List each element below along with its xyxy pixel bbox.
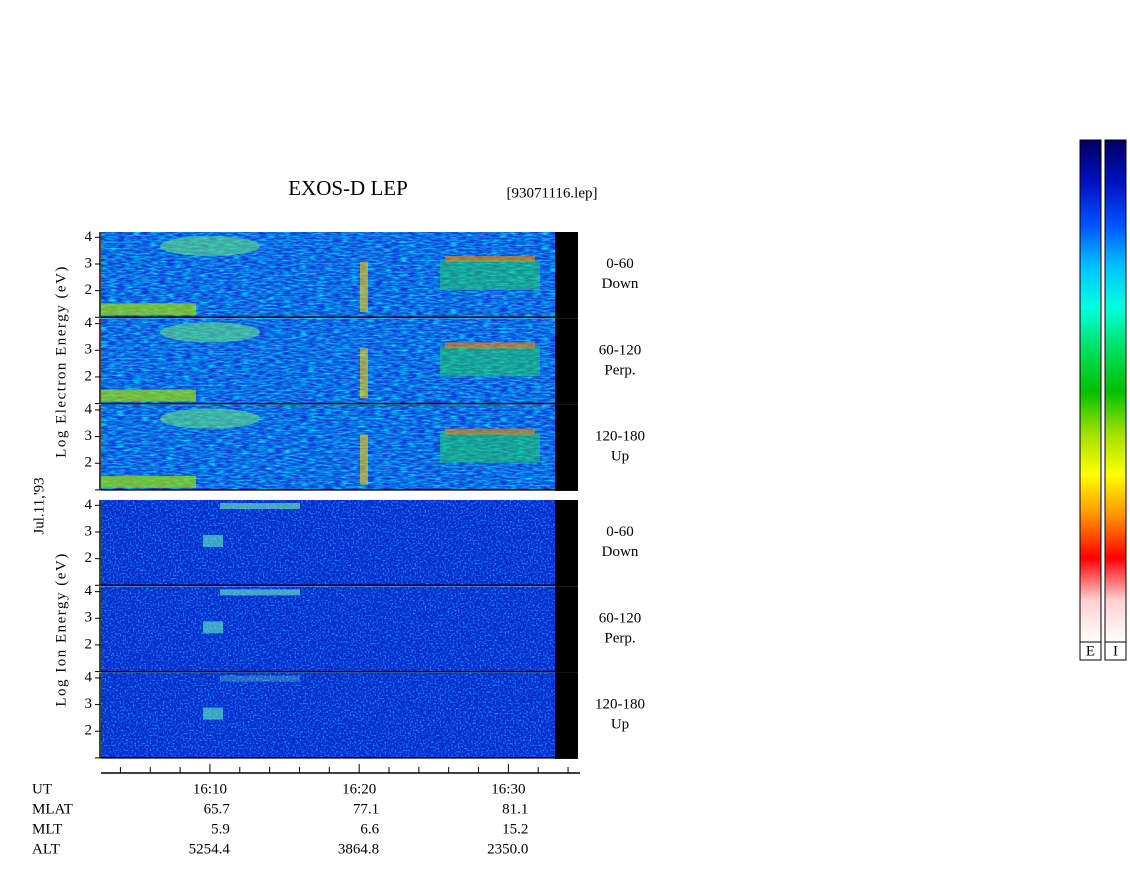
spectrogram-feature <box>160 322 260 343</box>
direction-label: Perp. <box>604 362 635 378</box>
direction-label: Up <box>611 449 629 465</box>
spectrogram-feature <box>101 475 196 488</box>
spectrogram-feature <box>220 675 300 682</box>
ephemeris-value: 65.7 <box>204 801 231 817</box>
spectrogram-texture <box>101 672 555 758</box>
spectrogram-feature <box>445 256 535 262</box>
y-tick-label: 4 <box>85 669 93 685</box>
spectrogram-feature <box>440 260 540 290</box>
spectrogram-feature <box>360 348 368 399</box>
y-tick-label: 3 <box>85 523 93 539</box>
ephemeris-value: 5.9 <box>211 821 230 837</box>
y-tick-label: 4 <box>85 229 93 245</box>
y-tick-label: 2 <box>85 636 93 652</box>
pitch-angle-label: 60-120 <box>599 610 642 626</box>
spectrogram-feature <box>101 303 196 316</box>
y-axis-label: Log Electron Energy (eV) <box>53 265 69 458</box>
no-data-region <box>555 232 578 319</box>
direction-label: Perp. <box>604 630 635 646</box>
direction-label: Down <box>602 276 639 292</box>
x-tick-label: 16:10 <box>193 781 227 797</box>
y-tick-label: 4 <box>85 315 93 331</box>
pitch-angle-label: 120-180 <box>595 697 645 713</box>
colorbar-label: E <box>1086 643 1095 659</box>
ephemeris-label: ALT <box>32 841 60 857</box>
ephemeris-value: 2350.0 <box>487 841 528 857</box>
direction-label: Down <box>602 544 639 560</box>
spectrogram-feature <box>220 503 300 509</box>
no-data-region <box>555 586 578 673</box>
colorbar <box>1079 139 1102 643</box>
colorbar-label-box <box>1104 641 1127 661</box>
colorbar-label: I <box>1113 643 1118 659</box>
spectrogram-feature <box>360 262 368 312</box>
spectrogram-feature <box>203 707 223 720</box>
spectrogram-texture <box>101 500 555 586</box>
no-data-region <box>555 318 578 405</box>
spectrogram-feature <box>440 432 540 463</box>
spectrogram-feature <box>440 346 540 377</box>
colorbar-label-box <box>1079 641 1102 661</box>
y-tick-label: 2 <box>85 368 93 384</box>
no-data-region <box>555 500 578 587</box>
ephemeris-value: 77.1 <box>353 801 379 817</box>
pitch-angle-label: 120-180 <box>595 429 645 445</box>
colorbar <box>1104 139 1127 643</box>
y-tick-label: 4 <box>85 583 93 599</box>
spectrogram-feature <box>101 389 196 402</box>
spectrogram-feature <box>445 342 535 349</box>
spectrogram-feature <box>220 589 300 596</box>
ephemeris-value: 5254.4 <box>189 841 231 857</box>
y-tick-label: 4 <box>85 401 93 417</box>
y-tick-label: 3 <box>85 342 93 358</box>
chart-title: EXOS-D LEP <box>288 176 408 200</box>
y-tick-label: 3 <box>85 428 93 444</box>
ephemeris-label: MLAT <box>32 801 73 817</box>
date-label: Jul.11,'93 <box>31 477 47 534</box>
y-tick-label: 3 <box>85 696 93 712</box>
pitch-angle-label: 60-120 <box>599 342 642 358</box>
x-axis-label: UT <box>32 781 52 797</box>
no-data-region <box>555 672 578 759</box>
pitch-angle-label: 0-60 <box>606 524 634 540</box>
ephemeris-value: 6.6 <box>360 821 379 837</box>
spectrogram-feature <box>360 434 368 485</box>
ephemeris-value: 15.2 <box>502 821 528 837</box>
y-tick-label: 2 <box>85 282 93 298</box>
y-axis-label: Log Ion Energy (eV) <box>53 552 69 706</box>
x-tick-label: 16:20 <box>342 781 376 797</box>
chart-subtitle: [93071116.lep] <box>507 185 598 201</box>
spectrogram-feature <box>160 236 260 256</box>
spectrogram-texture <box>101 586 555 672</box>
direction-label: Up <box>611 717 629 733</box>
spectrogram-feature <box>203 621 223 634</box>
spectrogram-feature <box>445 428 535 435</box>
ephemeris-value: 81.1 <box>502 801 528 817</box>
y-tick-label: 2 <box>85 723 93 739</box>
spectrogram-feature <box>203 535 223 547</box>
x-tick-label: 16:30 <box>491 781 525 797</box>
ephemeris-label: MLT <box>32 821 62 837</box>
ephemeris-value: 3864.8 <box>338 841 379 857</box>
y-tick-label: 4 <box>85 497 93 513</box>
y-tick-label: 2 <box>85 455 93 471</box>
y-tick-label: 3 <box>85 255 93 271</box>
pitch-angle-label: 0-60 <box>606 256 634 272</box>
spectrogram-feature <box>160 408 260 429</box>
y-tick-label: 2 <box>85 550 93 566</box>
no-data-region <box>555 404 578 491</box>
y-tick-label: 3 <box>85 610 93 626</box>
